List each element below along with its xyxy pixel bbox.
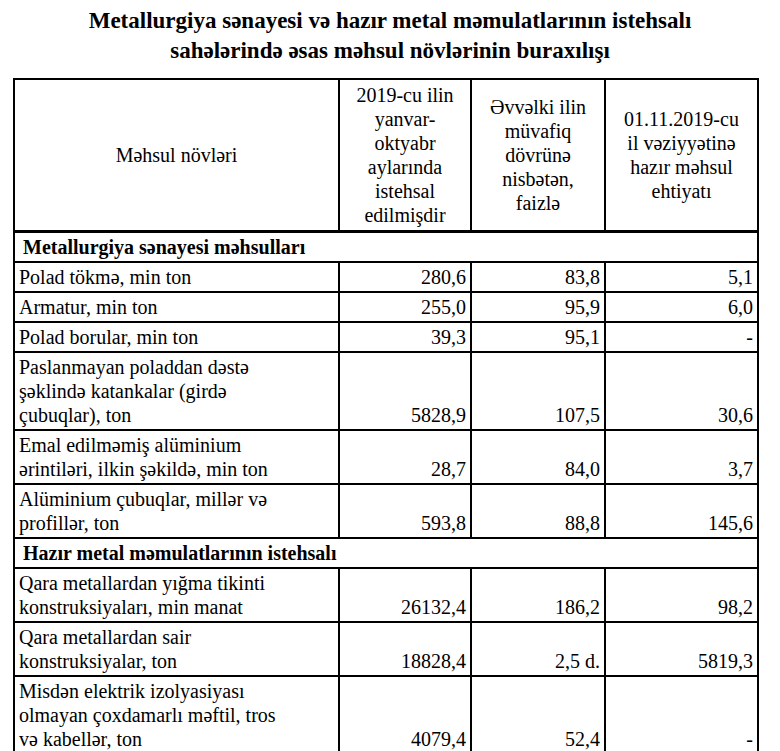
product-name: Armatur, min ton	[14, 292, 339, 322]
vs-prev-year-value: 88,8	[471, 484, 605, 538]
section-header-label: Metallurgiya sənayesi məhsulları	[14, 232, 758, 263]
vs-prev-year-value: 95,9	[471, 292, 605, 322]
vs-prev-year-value: 83,8	[471, 262, 605, 292]
produced-value: 18828,4	[339, 622, 471, 676]
produced-value: 593,8	[339, 484, 471, 538]
section-header-metallurgy: Metallurgiya sənayesi məhsulları	[14, 232, 758, 263]
table-row: Qara metallardan sair konstruksiyalar, t…	[14, 622, 758, 676]
stock-value: -	[605, 322, 758, 352]
table-row: Polad borular, min ton 39,3 95,1 -	[14, 322, 758, 352]
produced-value: 39,3	[339, 322, 471, 352]
table-row: Paslanmayan poladdan dəstə şəklində kata…	[14, 352, 758, 430]
section-header-label: Hazır metal məmulatlarının istehsalı	[14, 538, 758, 568]
column-header-vs-previous-year: Əvvəlki ilin müvafiq dövrünə nisbətən, f…	[471, 79, 605, 232]
product-name: Qara metallardan yığma tikinti konstruks…	[14, 568, 339, 622]
vs-prev-year-value: 95,1	[471, 322, 605, 352]
product-name: Polad borular, min ton	[14, 322, 339, 352]
product-name: Alüminium çubuqlar, millər və profillər,…	[14, 484, 339, 538]
table-row: Alüminium çubuqlar, millər və profillər,…	[14, 484, 758, 538]
product-name: Emal edilməmiş alüminium ərintiləri, ilk…	[14, 430, 339, 484]
column-header-stock: 01.11.2019-cu il vəziyyətinə hazır məhsu…	[605, 79, 758, 232]
vs-prev-year-value: 2,5 d.	[471, 622, 605, 676]
vs-prev-year-value: 52,4	[471, 676, 605, 751]
stock-value: 5819,3	[605, 622, 758, 676]
product-name: Qara metallardan sair konstruksiyalar, t…	[14, 622, 339, 676]
table-row: Emal edilməmiş alüminium ərintiləri, ilk…	[14, 430, 758, 484]
vs-prev-year-value: 107,5	[471, 352, 605, 430]
produced-value: 26132,4	[339, 568, 471, 622]
column-header-product-types: Məhsul növləri	[14, 79, 339, 232]
page-title: Metallurgiya sənayesi və hazır metal məm…	[18, 6, 762, 66]
stock-value: 6,0	[605, 292, 758, 322]
stock-value: -	[605, 676, 758, 751]
column-header-produced: 2019-cu ilin yanvar- oktyabr aylarında i…	[339, 79, 471, 232]
vs-prev-year-value: 84,0	[471, 430, 605, 484]
stock-value: 30,6	[605, 352, 758, 430]
produced-value: 280,6	[339, 262, 471, 292]
product-name: Polad tökmə, min ton	[14, 262, 339, 292]
produced-value: 28,7	[339, 430, 471, 484]
stock-value: 145,6	[605, 484, 758, 538]
production-table: Məhsul növləri 2019-cu ilin yanvar- okty…	[13, 78, 759, 751]
header-row: Məhsul növləri 2019-cu ilin yanvar- okty…	[14, 79, 758, 232]
product-name: Paslanmayan poladdan dəstə şəklində kata…	[14, 352, 339, 430]
section-header-finished-metal: Hazır metal məmulatlarının istehsalı	[14, 538, 758, 568]
product-name: Misdən elektrik izolyasiyası olmayan çox…	[14, 676, 339, 751]
table-row: Polad tökmə, min ton 280,6 83,8 5,1	[14, 262, 758, 292]
table-row: Armatur, min ton 255,0 95,9 6,0	[14, 292, 758, 322]
table-row: Misdən elektrik izolyasiyası olmayan çox…	[14, 676, 758, 751]
produced-value: 4079,4	[339, 676, 471, 751]
produced-value: 255,0	[339, 292, 471, 322]
vs-prev-year-value: 186,2	[471, 568, 605, 622]
table-row: Qara metallardan yığma tikinti konstruks…	[14, 568, 758, 622]
table-header: Məhsul növləri 2019-cu ilin yanvar- okty…	[14, 79, 758, 232]
table-body: Metallurgiya sənayesi məhsulları Polad t…	[14, 232, 758, 751]
produced-value: 5828,9	[339, 352, 471, 430]
stock-value: 98,2	[605, 568, 758, 622]
stock-value: 5,1	[605, 262, 758, 292]
stock-value: 3,7	[605, 430, 758, 484]
